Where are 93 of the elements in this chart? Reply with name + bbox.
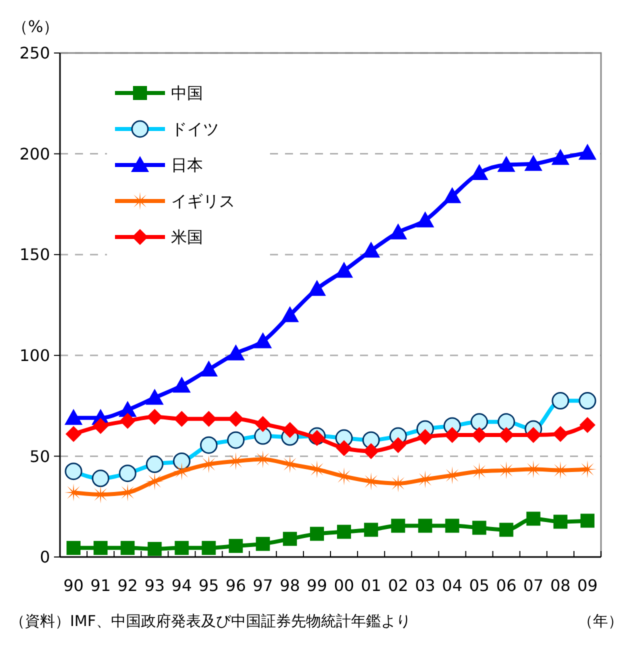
point — [200, 410, 217, 427]
point — [146, 388, 164, 405]
point — [498, 427, 514, 444]
point — [418, 518, 432, 533]
point — [391, 518, 406, 533]
point — [254, 416, 271, 432]
point — [256, 536, 270, 551]
x-tick-label: 02 — [388, 576, 408, 595]
point — [443, 187, 462, 204]
point — [146, 472, 164, 490]
x-tick-label: 92 — [117, 576, 138, 595]
point — [336, 440, 352, 456]
point — [66, 426, 82, 442]
x-tick-label: 97 — [252, 576, 274, 595]
point — [92, 418, 109, 434]
point — [94, 540, 108, 555]
x-tick-label: 99 — [306, 576, 328, 595]
y-axis-title: （%） — [12, 17, 60, 36]
point — [444, 427, 460, 444]
point — [363, 443, 380, 460]
point — [280, 306, 299, 322]
x-tick-label: 03 — [414, 576, 436, 595]
y-tick-label: 200 — [19, 144, 50, 164]
point — [172, 462, 191, 480]
point — [146, 408, 163, 425]
x-tick-label: 96 — [226, 576, 246, 595]
x-tick-label: 09 — [577, 576, 598, 595]
legend-label: 中国 — [171, 84, 203, 103]
point — [551, 148, 570, 165]
point — [226, 344, 245, 360]
point — [578, 144, 596, 160]
point — [472, 520, 486, 535]
point — [200, 360, 218, 377]
point — [254, 332, 272, 348]
x-tick-label: 93 — [144, 576, 165, 595]
x-tick-label: 98 — [280, 576, 300, 595]
legend-label: イギリス — [171, 192, 235, 211]
point — [64, 408, 83, 425]
point — [471, 427, 488, 444]
point — [228, 538, 243, 553]
x-tick-label: 91 — [90, 576, 111, 595]
point — [553, 514, 568, 529]
x-tick-label: 00 — [334, 576, 354, 595]
text: （資料）IMF、中国政府発表及び中国証券先物統計年鑑より — [10, 612, 411, 630]
point — [335, 262, 354, 278]
point — [579, 416, 596, 433]
x-tick-label: 01 — [360, 576, 382, 595]
point — [337, 524, 352, 539]
y-tick-label: 50 — [30, 446, 50, 466]
point — [228, 410, 244, 427]
point — [525, 427, 542, 444]
x-tick-label: 95 — [198, 576, 219, 595]
x-tick-label: 94 — [172, 576, 192, 595]
point — [445, 518, 460, 533]
legend-label: 日本 — [171, 156, 203, 175]
point — [389, 223, 408, 240]
y-tick-label: 250 — [19, 44, 50, 63]
point — [174, 410, 190, 427]
point — [580, 514, 594, 528]
x-tick-label: 07 — [523, 576, 544, 595]
point — [524, 154, 542, 171]
x-tick-label: 04 — [442, 576, 462, 595]
point — [308, 280, 326, 296]
point — [282, 422, 298, 438]
x-tick-label: 05 — [469, 576, 490, 595]
x-tick-label: 08 — [550, 576, 571, 595]
point — [364, 522, 378, 537]
point — [552, 426, 568, 442]
point — [66, 540, 81, 555]
x-tick-label: 06 — [496, 576, 517, 595]
y-tick-label: 150 — [19, 245, 50, 264]
point — [417, 429, 434, 446]
point — [174, 540, 189, 555]
point — [499, 522, 514, 537]
y-tick-label: 0 — [40, 548, 50, 567]
point — [497, 156, 516, 172]
point — [120, 412, 136, 429]
point — [526, 512, 540, 526]
point — [282, 532, 297, 546]
point — [416, 211, 434, 228]
x-tick-label: 90 — [63, 576, 84, 595]
legend-label: 米国 — [171, 228, 203, 247]
point — [148, 542, 162, 556]
point — [335, 467, 354, 486]
legend-label: ドイツ — [171, 120, 219, 139]
point — [308, 430, 325, 446]
point — [310, 526, 324, 541]
y-tick-label: 100 — [19, 346, 50, 365]
x-axis-title: （年） — [578, 612, 623, 630]
point — [202, 540, 216, 555]
point — [172, 376, 191, 393]
point — [120, 540, 135, 555]
point — [390, 437, 406, 454]
